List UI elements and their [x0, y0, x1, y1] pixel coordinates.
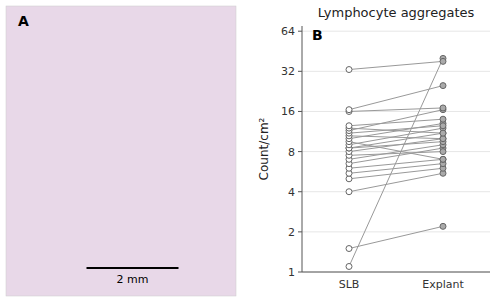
point: [440, 156, 446, 162]
marks: [346, 55, 446, 269]
figure: A 2 mm Lymphocyte aggregates 1 2 4 8 16 32 64 SLB E…: [0, 0, 500, 302]
point: [346, 189, 352, 195]
image-placeholder: [6, 6, 236, 296]
grid-line: [302, 231, 490, 232]
tick-label: Explant: [422, 278, 464, 291]
tick-label: 32: [281, 65, 295, 78]
point: [440, 105, 446, 111]
pair-line: [349, 110, 443, 131]
tick-label: 2: [288, 226, 295, 239]
pair-line: [349, 108, 443, 112]
pair-line: [349, 128, 443, 133]
point: [440, 116, 446, 122]
tick-mark: [298, 231, 302, 232]
pair-line: [349, 168, 443, 179]
tick-label: SLB: [339, 278, 360, 291]
point: [440, 123, 446, 129]
point: [440, 83, 446, 89]
tick-mark: [298, 151, 302, 152]
grid-line: [302, 272, 490, 273]
scale-bar: [87, 267, 179, 269]
panel-label: A: [18, 13, 29, 29]
tick-mark: [298, 31, 302, 32]
pair-line: [349, 173, 443, 191]
tick-mark: [298, 191, 302, 192]
pair-line: [349, 119, 443, 126]
pair-line: [349, 159, 443, 168]
pair-line: [349, 226, 443, 248]
tick-mark: [298, 272, 302, 273]
point: [346, 123, 352, 129]
pair-line: [349, 136, 443, 139]
scale-bar-label: 2 mm: [117, 273, 149, 286]
tick-label: 4: [288, 186, 295, 199]
point: [440, 58, 446, 64]
grid-line: [302, 191, 490, 192]
pair-line: [349, 133, 443, 148]
pair-line: [349, 128, 443, 145]
pair-line: [349, 61, 443, 69]
point: [346, 246, 352, 252]
point: [440, 149, 446, 155]
chart-panel: Lymphocyte aggregates 1 2 4 8 16 32 64 SLB Explan…: [257, 5, 490, 291]
point: [440, 223, 446, 229]
grid-line: [302, 71, 490, 72]
pair-line: [349, 123, 443, 138]
pair-line: [349, 58, 443, 266]
pair-line: [349, 164, 443, 174]
grid-line: [302, 111, 490, 112]
point: [440, 130, 446, 136]
panel-label: B: [312, 27, 323, 43]
image-panel: A 2 mm: [6, 6, 236, 296]
x-axis-line: [302, 272, 490, 273]
point: [440, 156, 446, 162]
tick-label: 1: [288, 266, 295, 279]
tick-mark: [298, 111, 302, 112]
pair-line: [349, 142, 443, 160]
background: [0, 0, 500, 302]
point: [440, 130, 446, 136]
pair-line: [349, 86, 443, 110]
chart-title: Lymphocyte aggregates: [318, 5, 475, 20]
grid-line: [302, 31, 490, 32]
axis-label: Count/cm²: [257, 117, 271, 180]
point: [346, 263, 352, 269]
pair-line: [349, 126, 443, 133]
tick-label: 8: [288, 146, 295, 159]
tick-mark: [298, 71, 302, 72]
point: [346, 67, 352, 73]
tick-label: 16: [281, 105, 295, 118]
pair-line: [349, 152, 443, 156]
y-axis-line: [302, 26, 303, 272]
point: [346, 107, 352, 113]
tick-label: 64: [281, 25, 295, 38]
